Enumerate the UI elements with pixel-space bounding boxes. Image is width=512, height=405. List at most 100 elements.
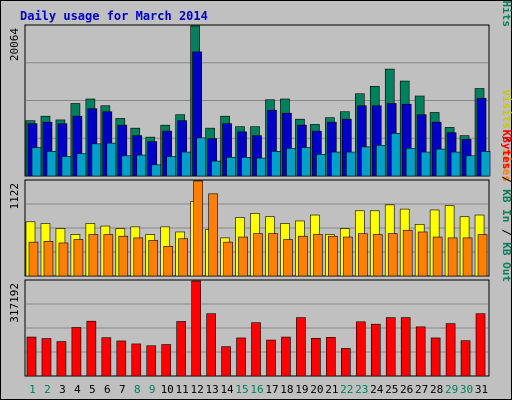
bar-pages-day-3 xyxy=(61,156,72,177)
bar-pages-day-19 xyxy=(301,147,311,177)
bar-kbytes-day-13 xyxy=(206,313,216,377)
bar-sites-day-18 xyxy=(283,239,293,277)
bar-kbytes-day-31 xyxy=(475,313,486,377)
bar-sites-day-11 xyxy=(178,238,188,277)
bar-kbytes-day-17 xyxy=(266,339,276,377)
x-tick-label-day-21: 21 xyxy=(325,383,338,396)
bar-sites-day-25 xyxy=(387,233,398,277)
bar-pages-day-13 xyxy=(211,160,221,177)
bar-pages-day-21 xyxy=(331,151,341,177)
bar-sites-day-28 xyxy=(432,236,443,277)
bar-pages-day-31 xyxy=(480,151,491,177)
max-label-kbytes: 317192 xyxy=(8,283,21,323)
legend-entry-visits-0: Visits xyxy=(500,89,512,129)
bar-kbytes-day-14 xyxy=(221,346,231,377)
x-tick-label-day-6: 6 xyxy=(104,383,111,396)
legend-entry-kbytes-3: / xyxy=(500,222,512,242)
bar-pages-day-20 xyxy=(316,154,326,177)
x-tick-label-day-7: 7 xyxy=(119,383,126,396)
x-tick-label-day-8: 8 xyxy=(134,383,141,396)
legend-entry-traffic-4: Hits xyxy=(500,1,512,28)
bar-sites-day-17 xyxy=(268,233,278,277)
bar-kbytes-day-9 xyxy=(146,345,157,377)
bar-kbytes-day-30 xyxy=(460,340,471,377)
x-tick-label-day-12: 12 xyxy=(191,383,204,396)
bar-sites-day-29 xyxy=(447,237,458,277)
bar-pages-day-17 xyxy=(271,151,281,177)
bar-pages-day-30 xyxy=(465,155,476,177)
bar-sites-day-23 xyxy=(357,233,368,277)
x-tick-label-day-29: 29 xyxy=(445,383,458,396)
max-label-visits: 1122 xyxy=(8,183,21,210)
x-tick-label-day-4: 4 xyxy=(74,383,81,396)
bar-kbytes-day-4 xyxy=(71,327,82,377)
x-tick-label-day-28: 28 xyxy=(430,383,443,396)
bar-kbytes-day-26 xyxy=(400,317,411,377)
bar-kbytes-day-20 xyxy=(311,337,321,377)
bar-pages-day-9 xyxy=(151,164,162,177)
bar-sites-day-14 xyxy=(223,241,233,277)
bar-pages-day-10 xyxy=(166,156,177,177)
legend-kbytes: KBytes / KB In / KB Out xyxy=(500,130,512,282)
bar-sites-day-15 xyxy=(238,236,248,277)
x-tick-label-day-23: 23 xyxy=(355,383,368,396)
bar-sites-day-24 xyxy=(372,234,383,277)
bar-sites-day-8 xyxy=(133,237,144,277)
bar-kbytes-day-10 xyxy=(161,344,172,377)
bar-pages-day-4 xyxy=(76,153,87,177)
bar-sites-day-31 xyxy=(477,234,488,277)
bar-pages-day-6 xyxy=(106,142,117,177)
bar-kbytes-day-2 xyxy=(41,338,52,377)
bar-kbytes-day-15 xyxy=(236,337,246,377)
x-tick-label-day-9: 9 xyxy=(149,383,156,396)
bar-kbytes-day-1 xyxy=(26,336,37,377)
bar-kbytes-day-27 xyxy=(415,326,426,377)
x-tick-label-day-17: 17 xyxy=(265,383,278,396)
bar-sites-day-20 xyxy=(313,234,323,277)
bar-pages-day-1 xyxy=(31,147,42,177)
bar-sites-day-12 xyxy=(193,180,203,277)
x-axis: 1 2 3 4 5 6 7 8 9 10 11 12 13 14 15 16 17 18 19 20 21 22 23 24 2… xyxy=(29,383,488,396)
x-tick-label-day-5: 5 xyxy=(89,383,96,396)
legend-entry-kbytes-0: KBytes xyxy=(500,130,512,170)
x-tick-label-day-27: 27 xyxy=(415,383,428,396)
bar-kbytes-day-7 xyxy=(116,340,127,377)
bar-kbytes-day-19 xyxy=(296,317,306,377)
bar-pages-day-28 xyxy=(435,148,446,177)
panel-traffic: 20064 Pages / Files / Hits xyxy=(8,0,512,177)
x-tick-label-day-3: 3 xyxy=(59,383,66,396)
max-label-traffic: 20064 xyxy=(8,28,21,61)
bar-sites-day-13 xyxy=(208,193,218,277)
bar-kbytes-day-18 xyxy=(281,336,291,377)
bar-sites-day-21 xyxy=(328,235,338,277)
bar-pages-day-8 xyxy=(136,154,147,177)
x-tick-label-day-30: 30 xyxy=(460,383,473,396)
bar-kbytes-day-24 xyxy=(370,323,381,377)
bar-kbytes-day-29 xyxy=(445,323,456,377)
legend-visits: Visits / Sites xyxy=(500,89,512,182)
bar-kbytes-day-28 xyxy=(430,337,441,377)
bar-pages-day-29 xyxy=(450,151,461,177)
x-tick-label-day-18: 18 xyxy=(280,383,293,396)
x-tick-label-day-24: 24 xyxy=(370,383,384,396)
bar-sites-day-30 xyxy=(462,237,473,277)
bar-kbytes-day-6 xyxy=(101,337,112,377)
chart-title: Daily usage for March 2014 xyxy=(20,9,208,23)
bar-kbytes-day-3 xyxy=(56,341,67,377)
bar-pages-day-25 xyxy=(390,133,401,177)
bar-pages-day-7 xyxy=(121,155,132,177)
bar-pages-day-16 xyxy=(256,157,266,177)
bar-kbytes-day-22 xyxy=(341,348,351,377)
x-tick-label-day-15: 15 xyxy=(235,383,248,396)
bar-kbytes-day-25 xyxy=(385,317,396,377)
bar-pages-day-5 xyxy=(91,143,102,177)
bar-sites-day-27 xyxy=(417,231,428,277)
bar-sites-day-2 xyxy=(43,240,54,277)
bar-sites-day-16 xyxy=(253,233,263,277)
bar-pages-day-24 xyxy=(375,145,386,177)
bar-pages-day-22 xyxy=(346,151,356,177)
legend-entry-traffic-3: / xyxy=(500,0,512,1)
legend-traffic: Pages / Files / Hits xyxy=(500,0,512,27)
